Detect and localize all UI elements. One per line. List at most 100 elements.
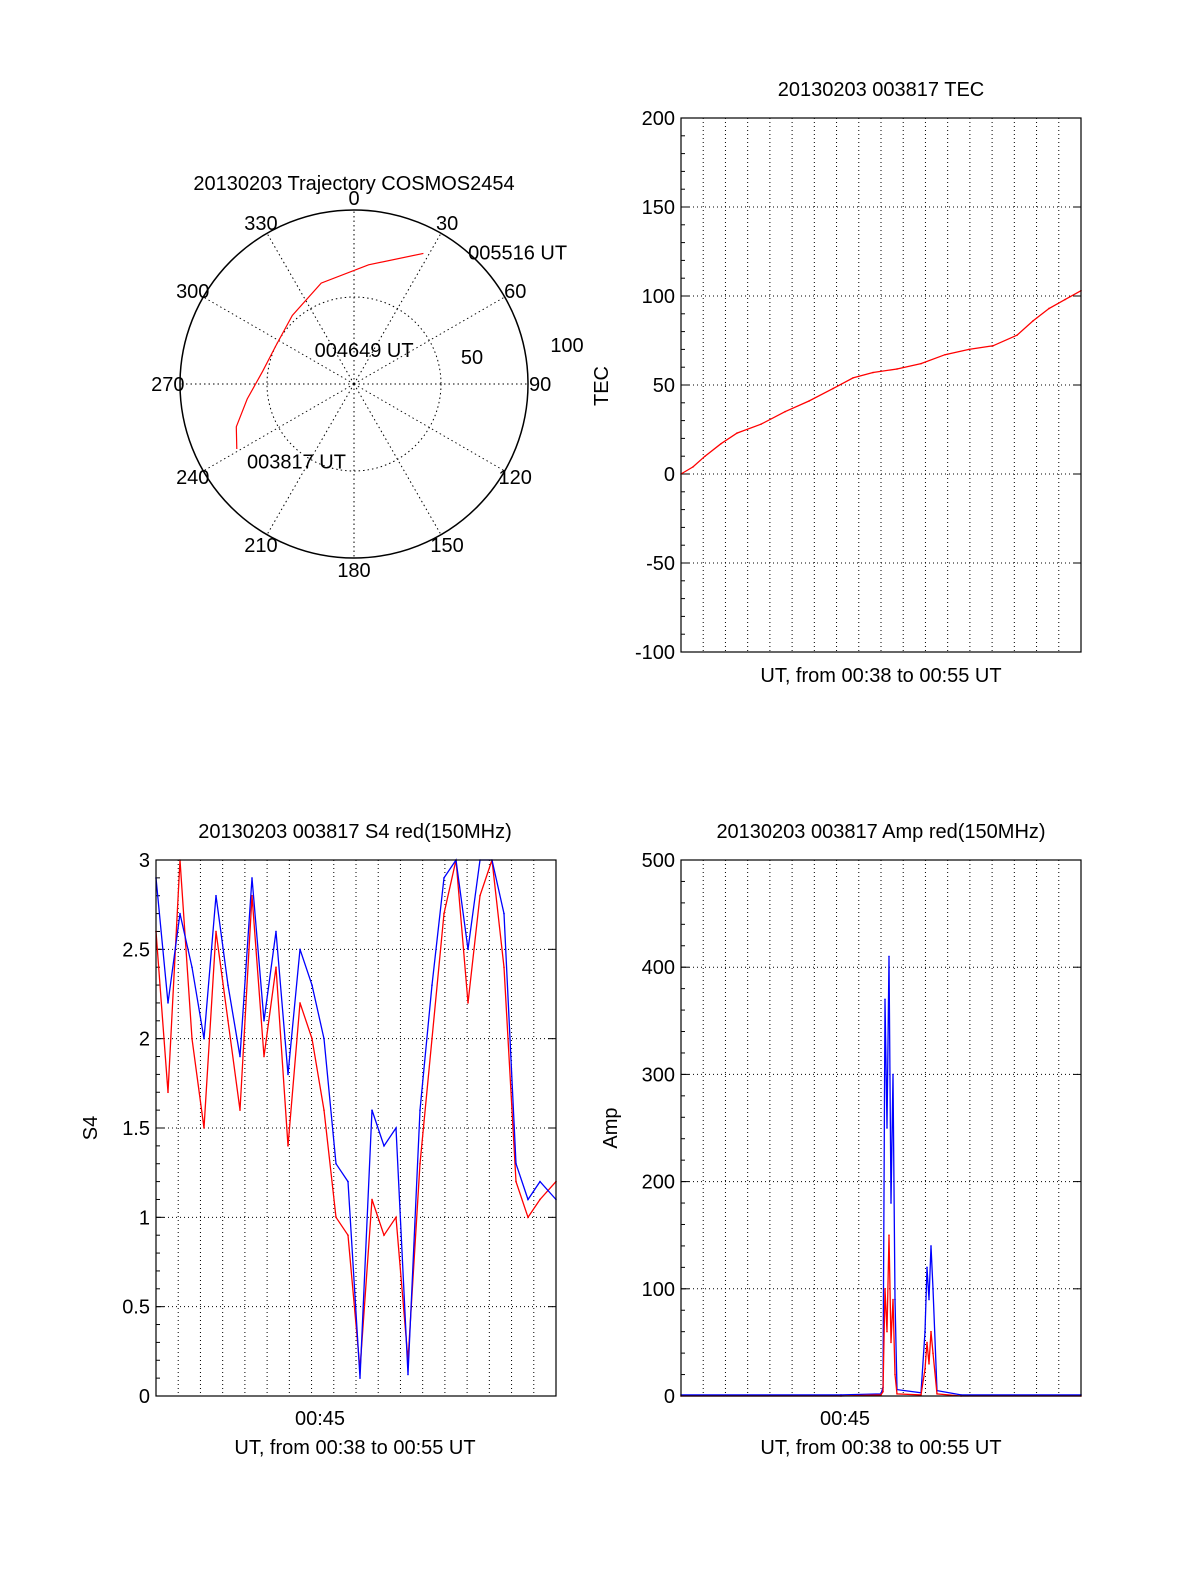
polar-spoke xyxy=(266,233,355,385)
data-point xyxy=(323,1109,325,1111)
data-point xyxy=(992,345,994,347)
y-tick-label: 50 xyxy=(653,375,675,397)
data-point xyxy=(890,1202,892,1204)
y-tick-label: 100 xyxy=(642,286,675,308)
tec-chart: 20130203 003817 TEC UT, from 00:38 to 00… xyxy=(591,79,1082,687)
polar-spoke xyxy=(353,383,505,472)
y-tick-label: 100 xyxy=(642,1279,675,1301)
polar-angle-label: 90 xyxy=(529,374,551,396)
data-point xyxy=(395,1127,397,1129)
polar-angle-label: 180 xyxy=(337,560,370,582)
data-point xyxy=(880,1394,882,1396)
series-line xyxy=(681,956,1081,1396)
data-point xyxy=(920,1394,922,1396)
data-point xyxy=(890,1341,892,1344)
data-point xyxy=(932,1288,934,1290)
data-point xyxy=(539,1180,541,1183)
amp-chart: 20130203 003817 Amp red(150MHz) UT, from… xyxy=(600,821,1082,1459)
data-point xyxy=(419,1109,421,1111)
data-point xyxy=(323,1037,325,1040)
data-point xyxy=(203,1037,205,1040)
data-point xyxy=(263,1055,265,1058)
series-line xyxy=(155,859,557,1370)
s4-chart: 20130203 003817 S4 red(150MHz) UT, from … xyxy=(80,821,557,1459)
data-point xyxy=(203,1127,205,1129)
data-point xyxy=(299,1002,301,1004)
data-point xyxy=(832,387,834,390)
data-point xyxy=(371,1109,373,1111)
data-point xyxy=(383,1234,385,1236)
data-point xyxy=(467,948,469,951)
data-point xyxy=(191,966,193,968)
y-tick-label: 2 xyxy=(139,1029,150,1051)
amp-plot-area: 0 100 200 300 400 500 00:45 xyxy=(642,850,1082,1430)
data-point xyxy=(503,912,505,915)
polar-spoke xyxy=(266,383,355,535)
data-point xyxy=(928,1363,930,1365)
data-point xyxy=(515,1162,517,1165)
y-tick-label: 400 xyxy=(642,957,675,979)
trajectory-annotations: 003817 UT 004649 UT 005516 UT xyxy=(247,243,567,474)
data-point xyxy=(215,930,217,933)
y-tick-label: 300 xyxy=(642,1064,675,1086)
data-point xyxy=(347,1234,349,1236)
x-tick-label: 00:45 xyxy=(820,1408,870,1430)
s4-title: 20130203 003817 S4 red(150MHz) xyxy=(198,821,512,843)
data-point xyxy=(503,966,505,968)
data-point xyxy=(311,984,313,986)
data-point xyxy=(167,1091,169,1094)
trajectory-track xyxy=(235,252,424,450)
data-point xyxy=(784,410,786,413)
polar-spoke xyxy=(203,383,355,472)
s4-plot-area: 0 0.5 1 1.5 2 2.5 3 00:45 xyxy=(122,850,557,1430)
data-point xyxy=(884,1288,886,1290)
data-point xyxy=(251,894,253,897)
trajectory-time-label: 004649 UT xyxy=(315,340,414,362)
data-point xyxy=(383,1145,385,1147)
y-tick-label: -100 xyxy=(635,642,675,664)
polar-angle-label: 240 xyxy=(176,467,209,489)
data-point xyxy=(882,1390,884,1393)
data-point xyxy=(251,877,253,879)
polar-angle-label: 150 xyxy=(430,535,463,557)
polar-angle-label: 210 xyxy=(244,535,277,557)
data-point xyxy=(335,1162,337,1165)
polar-angle-label: 0 xyxy=(348,188,359,210)
data-point xyxy=(892,1073,894,1076)
data-point xyxy=(167,1002,169,1004)
y-tick-label: 0.5 xyxy=(122,1297,150,1319)
data-point xyxy=(311,1037,313,1040)
data-point xyxy=(944,353,946,356)
data-point xyxy=(419,1162,421,1165)
data-point xyxy=(888,955,890,958)
data-point xyxy=(335,1216,337,1219)
data-point xyxy=(888,1234,890,1236)
data-point xyxy=(920,362,922,365)
data-point xyxy=(227,984,229,986)
data-point xyxy=(239,1055,241,1058)
data-point xyxy=(395,1216,397,1219)
data-point xyxy=(527,1198,529,1201)
y-tick-label: 2.5 xyxy=(122,939,150,961)
y-tick-label: 1 xyxy=(139,1207,150,1229)
trajectory-title: 20130203 Trajectory COSMOS2454 xyxy=(193,173,514,195)
y-tick-label: 200 xyxy=(642,1172,675,1194)
series-line xyxy=(681,1235,1081,1397)
y-tick-label: 1.5 xyxy=(122,1118,150,1140)
polar-outer-circle xyxy=(179,209,529,559)
tec-xlabel: UT, from 00:38 to 00:55 UT xyxy=(760,665,1001,687)
data-point xyxy=(431,1037,433,1040)
data-point xyxy=(924,1368,926,1370)
data-point xyxy=(704,455,706,458)
data-point xyxy=(263,1020,265,1022)
x-tick-label: 00:45 xyxy=(295,1408,345,1430)
amp-xlabel: UT, from 00:38 to 00:55 UT xyxy=(760,1437,1001,1459)
polar-angle-label: 60 xyxy=(504,281,526,303)
polar-radial-label-100: 100 xyxy=(550,335,583,357)
y-tick-label: 0 xyxy=(664,1386,675,1408)
polar-angle-label: 30 xyxy=(436,213,458,235)
tec-plot-area: -100 -50 0 50 100 150 200 xyxy=(635,108,1082,664)
data-point xyxy=(932,1352,934,1354)
data-point xyxy=(1016,334,1018,336)
